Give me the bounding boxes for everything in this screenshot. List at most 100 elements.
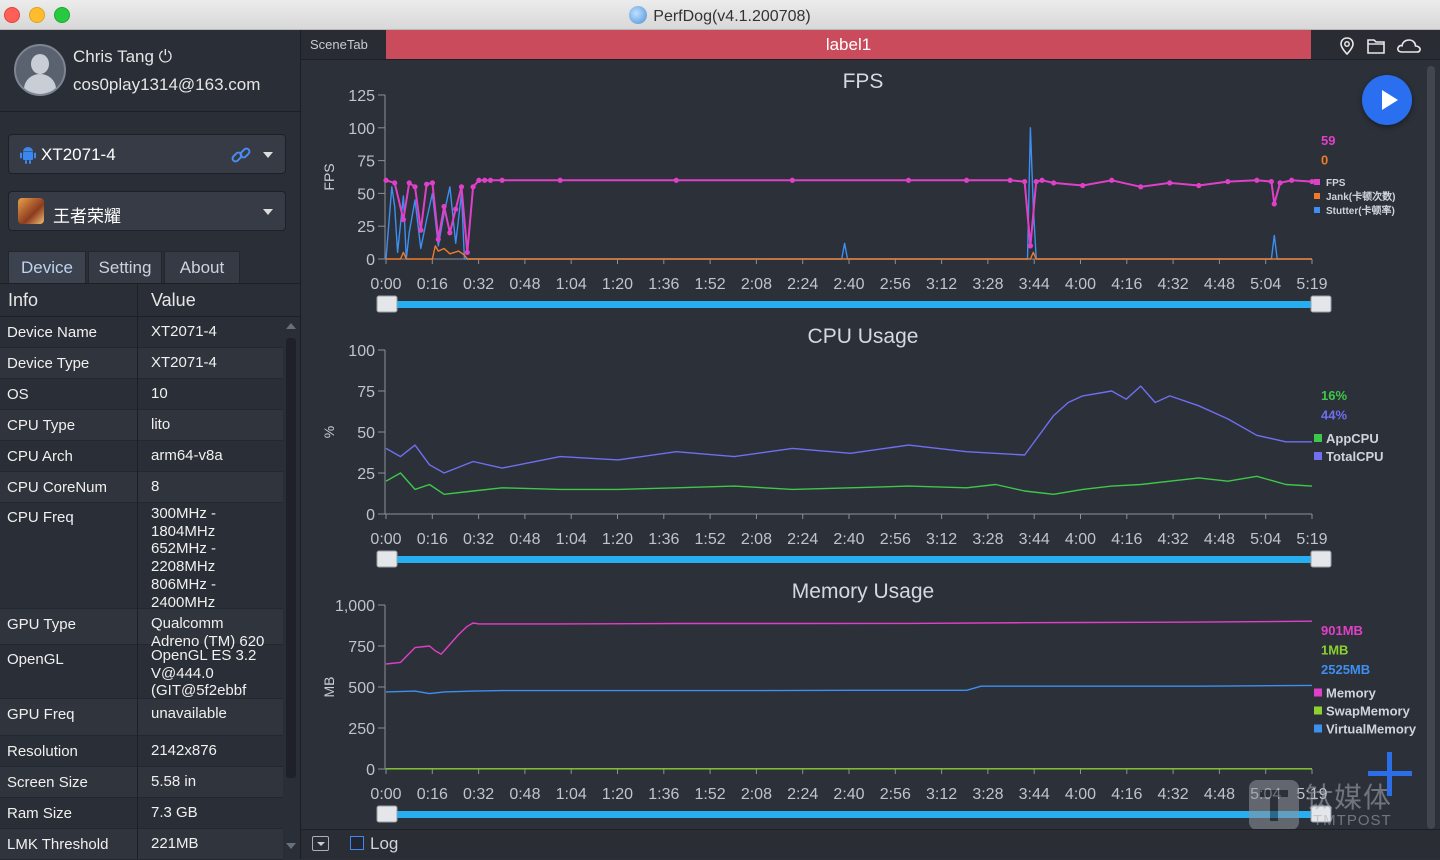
window-title: PerfDog(v4.1.200708) <box>0 6 1440 26</box>
time-range-slider-track[interactable] <box>386 811 1321 818</box>
info-row-key: CPU CoreNum <box>7 479 108 496</box>
series-point <box>1022 178 1028 185</box>
x-tick-label: 0:48 <box>509 531 540 548</box>
time-range-start-handle[interactable] <box>376 550 398 568</box>
x-tick-label: 4:00 <box>1065 786 1096 803</box>
legend-swatch <box>1314 434 1322 442</box>
series-point <box>458 184 465 190</box>
info-scrollbar[interactable] <box>286 338 296 778</box>
x-tick-label: 1:36 <box>648 531 679 548</box>
log-checkbox[interactable] <box>350 836 364 850</box>
tab-about[interactable]: About <box>164 251 240 283</box>
x-tick-label: 3:12 <box>926 786 957 803</box>
series-point <box>453 206 459 212</box>
play-icon <box>1382 90 1398 110</box>
device-select[interactable]: XT2071-4 <box>8 134 286 174</box>
x-tick-label: 0:00 <box>370 276 401 293</box>
info-row-key: Ram Size <box>7 805 73 822</box>
x-tick-label: 1:04 <box>556 276 587 293</box>
value-column-header[interactable]: Value <box>151 290 196 310</box>
chart-title: CPU Usage <box>808 325 919 348</box>
x-tick-label: 3:44 <box>1019 276 1050 293</box>
time-range-slider-track[interactable] <box>386 301 1321 308</box>
link-icon[interactable] <box>231 145 251 165</box>
minimize-window-button[interactable] <box>29 7 45 23</box>
legend-current-value: 0 <box>1321 153 1328 168</box>
time-range-end-handle[interactable] <box>1310 805 1332 823</box>
time-range-slider-track[interactable] <box>386 556 1321 563</box>
scroll-up-arrow-icon[interactable] <box>286 323 296 329</box>
watermark-logo: 钛媒体 TMTPOST <box>1247 776 1437 830</box>
info-row: OpenGL OpenGL ES 3.2 V@444.0 (GIT@5f2ebbf <box>0 645 283 699</box>
info-row: Device Type XT2071-4 <box>0 348 283 379</box>
legend-series-name: VirtualMemory <box>1326 722 1417 737</box>
x-tick-label: 4:32 <box>1158 531 1189 548</box>
scene-label-bar[interactable]: label1 <box>386 30 1311 59</box>
info-row-value: 7.3 GB <box>151 804 198 821</box>
info-row-value: 221MB <box>151 835 199 852</box>
series-point <box>447 230 453 236</box>
time-range-end-handle[interactable] <box>1310 295 1332 313</box>
play-button[interactable] <box>1362 75 1412 125</box>
close-window-button[interactable] <box>4 7 20 23</box>
info-row: Device Name XT2071-4 <box>0 317 283 348</box>
legend-swatch <box>1314 724 1322 733</box>
series-line <box>385 684 1313 695</box>
legend-current-value: 2525MB <box>1321 662 1370 677</box>
charts-scrollbar[interactable] <box>1427 66 1435 829</box>
x-tick-label: 3:28 <box>972 786 1003 803</box>
x-tick-label: 0:32 <box>463 276 494 293</box>
collapse-panel-button[interactable] <box>312 836 329 851</box>
chart-title: Memory Usage <box>792 580 934 603</box>
x-tick-label: 1:52 <box>695 786 726 803</box>
x-tick-label: 3:28 <box>972 276 1003 293</box>
info-row: GPU Type Qualcomm Adreno (TM) 620 <box>0 609 283 650</box>
x-tick-label: 4:48 <box>1204 786 1235 803</box>
location-pin-icon[interactable] <box>1337 37 1357 55</box>
scene-tab-label[interactable]: SceneTab <box>310 37 368 52</box>
series-point <box>470 184 476 190</box>
series-point <box>1039 177 1045 183</box>
series-point <box>1027 243 1034 249</box>
x-tick-label: 3:44 <box>1019 531 1050 548</box>
info-row-value: 5.58 in <box>151 773 197 790</box>
series-point <box>441 203 447 210</box>
info-row: CPU CoreNum 8 <box>0 472 283 503</box>
time-range-end-handle[interactable] <box>1310 550 1332 568</box>
zoom-window-button[interactable] <box>54 7 70 23</box>
info-column-header[interactable]: Info <box>8 290 39 310</box>
series-point <box>673 177 679 183</box>
scroll-down-arrow-icon[interactable] <box>286 843 296 849</box>
cloud-icon[interactable] <box>1396 37 1422 55</box>
x-tick-label: 0:00 <box>370 786 401 803</box>
y-tick-label: 0 <box>366 507 375 524</box>
x-tick-label: 0:48 <box>509 276 540 293</box>
x-tick-label: 0:16 <box>417 786 448 803</box>
user-name[interactable]: Chris Tang ⏻ <box>73 47 173 66</box>
info-row-key: Device Type <box>7 355 90 372</box>
info-row-value: 8 <box>151 478 160 495</box>
x-tick-label: 5:19 <box>1296 786 1327 803</box>
folder-icon[interactable] <box>1366 37 1386 55</box>
add-chart-plus-icon[interactable] <box>1368 752 1412 796</box>
app-select[interactable]: 王者荣耀 <box>8 191 286 231</box>
x-tick-label: 1:20 <box>602 531 633 548</box>
x-tick-label: 2:08 <box>741 786 772 803</box>
watermark-zh: 钛媒体 <box>1305 782 1393 813</box>
x-tick-label: 0:48 <box>509 786 540 803</box>
series-point <box>383 177 389 183</box>
y-tick-label: 50 <box>357 425 375 442</box>
x-tick-label: 2:24 <box>787 786 818 803</box>
info-table-header: Info Value <box>0 283 300 317</box>
tab-device[interactable]: Device <box>8 251 86 283</box>
time-range-start-handle[interactable] <box>376 805 398 823</box>
x-tick-label: 2:56 <box>880 531 911 548</box>
y-axis-label: MB <box>321 677 337 698</box>
time-range-start-handle[interactable] <box>376 295 398 313</box>
tab-setting[interactable]: Setting <box>88 251 162 283</box>
scene-label-text: label1 <box>825 35 872 54</box>
user-avatar-icon[interactable] <box>14 44 66 96</box>
series-point <box>1196 182 1202 189</box>
legend-swatch <box>1314 179 1320 185</box>
